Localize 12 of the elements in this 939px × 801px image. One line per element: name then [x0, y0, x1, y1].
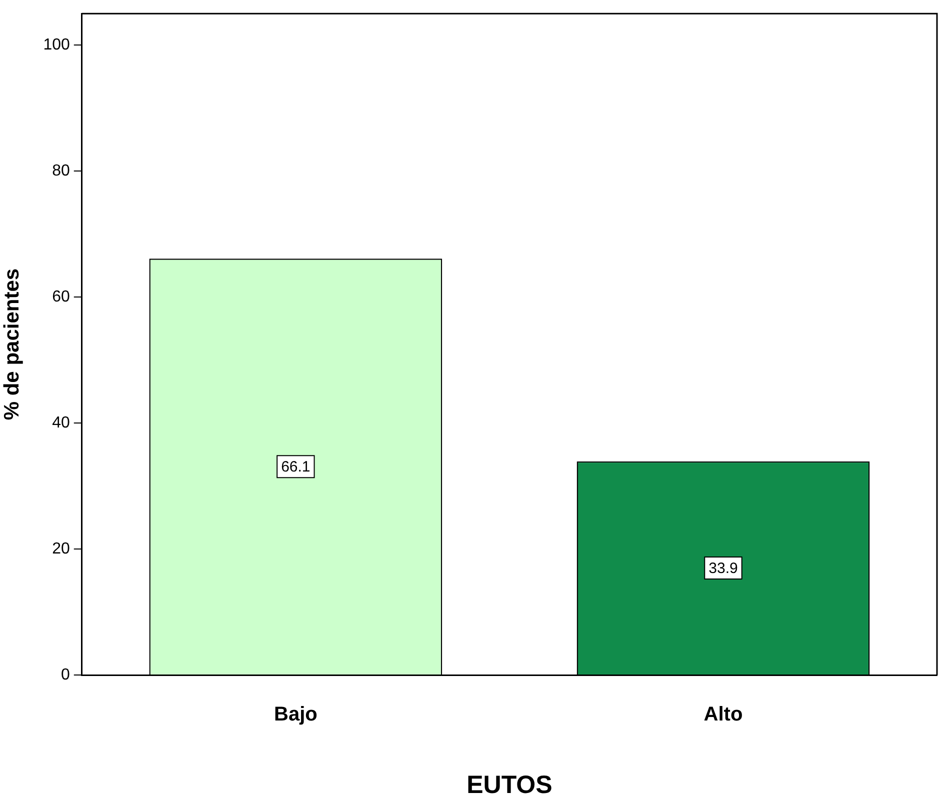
data-label: 66.1 — [281, 458, 310, 476]
y-tick-label: 40 — [52, 414, 70, 432]
x-tick-label: Alto — [704, 704, 743, 726]
y-tick-label: 100 — [43, 36, 70, 54]
y-tick-label: 60 — [52, 288, 70, 306]
x-tick-label: Bajo — [274, 704, 318, 726]
y-axis-title: % de pacientes — [0, 268, 24, 420]
x-axis-title: EUTOS — [466, 770, 552, 799]
y-tick-label: 80 — [52, 162, 70, 180]
y-tick-label: 20 — [52, 540, 70, 558]
y-tick-label: 0 — [60, 666, 70, 684]
data-label: 33.9 — [708, 560, 738, 578]
